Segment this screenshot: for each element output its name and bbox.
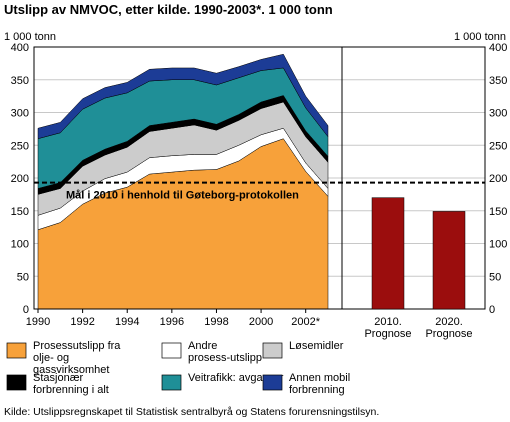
source-note: Kilde: Utslippsregnskapet til Statistisk…	[4, 406, 380, 418]
legend-label: Prosessutslipp fra	[33, 340, 121, 352]
y-tick-label-left: 300	[11, 108, 29, 120]
area-annen-mobil-forbrenning	[37, 53, 329, 139]
plot-frame	[33, 46, 486, 310]
legend-label: Andre	[188, 340, 217, 352]
y-tick-label-left: 0	[23, 304, 29, 316]
y-tick-label-right: 200	[489, 173, 507, 185]
legend-label: Løsemidler	[289, 340, 344, 352]
legend-label: gassvirksomhet	[33, 364, 109, 376]
legend-swatch	[6, 342, 27, 359]
prognosis-label: Prognose	[364, 328, 411, 340]
y-tick-label-right: 50	[489, 271, 501, 283]
y-tick-label-right: 250	[489, 140, 507, 152]
legend-label: Stasjonær	[33, 372, 83, 384]
x-tick-label: 1996	[160, 316, 184, 328]
y-tick-label-right: 100	[489, 239, 507, 251]
legend-swatch	[161, 342, 182, 359]
legend-label: Annen mobil	[289, 372, 350, 384]
y-tick-label-right: 300	[489, 108, 507, 120]
prognosis-bar	[371, 197, 405, 310]
x-tick-label: 1994	[115, 316, 139, 328]
y-tick-label-left: 400	[11, 42, 29, 54]
y-tick-label-right: 0	[489, 304, 495, 316]
y-tick-label-left: 250	[11, 140, 29, 152]
y-tick-label-left: 200	[11, 173, 29, 185]
legend-label: forbrenning i alt	[33, 384, 109, 396]
y-axis-unit-left: 1 000 tonn	[4, 31, 56, 43]
y-tick-label-left: 150	[11, 206, 29, 218]
legend-swatch	[6, 374, 27, 391]
legend-label: olje- og	[33, 352, 69, 364]
y-axis-unit-right: 1 000 tonn	[454, 31, 506, 43]
legend-swatch	[262, 374, 283, 391]
y-tick-label-right: 350	[489, 75, 507, 87]
x-tick-label: 1998	[204, 316, 228, 328]
legend-swatch	[161, 374, 182, 391]
legend-swatch	[262, 342, 283, 359]
target-line-label: Mål i 2010 i henhold til Gøteborg-protok…	[66, 190, 299, 202]
prognosis-label: Prognose	[425, 328, 472, 340]
x-tick-label: 2000	[249, 316, 273, 328]
chart-title: Utslipp av NMVOC, etter kilde. 1990-2003…	[4, 2, 333, 17]
prognosis-label: 2010.	[374, 316, 402, 328]
legend-label: forbrenning	[289, 384, 345, 396]
legend-label: prosess-utslipp	[188, 352, 262, 364]
x-tick-label: 1990	[26, 316, 50, 328]
prognosis-bar	[432, 211, 466, 310]
prognosis-label: 2020.	[435, 316, 463, 328]
y-tick-label-left: 100	[11, 239, 29, 251]
y-tick-label-left: 50	[17, 271, 29, 283]
y-tick-label-right: 150	[489, 206, 507, 218]
x-tick-label: 1992	[70, 316, 94, 328]
legend-label: Veitrafikk: avgasser	[188, 372, 284, 384]
y-tick-label-left: 350	[11, 75, 29, 87]
y-tick-label-right: 400	[489, 42, 507, 54]
x-tick-label: 2002*	[291, 316, 320, 328]
